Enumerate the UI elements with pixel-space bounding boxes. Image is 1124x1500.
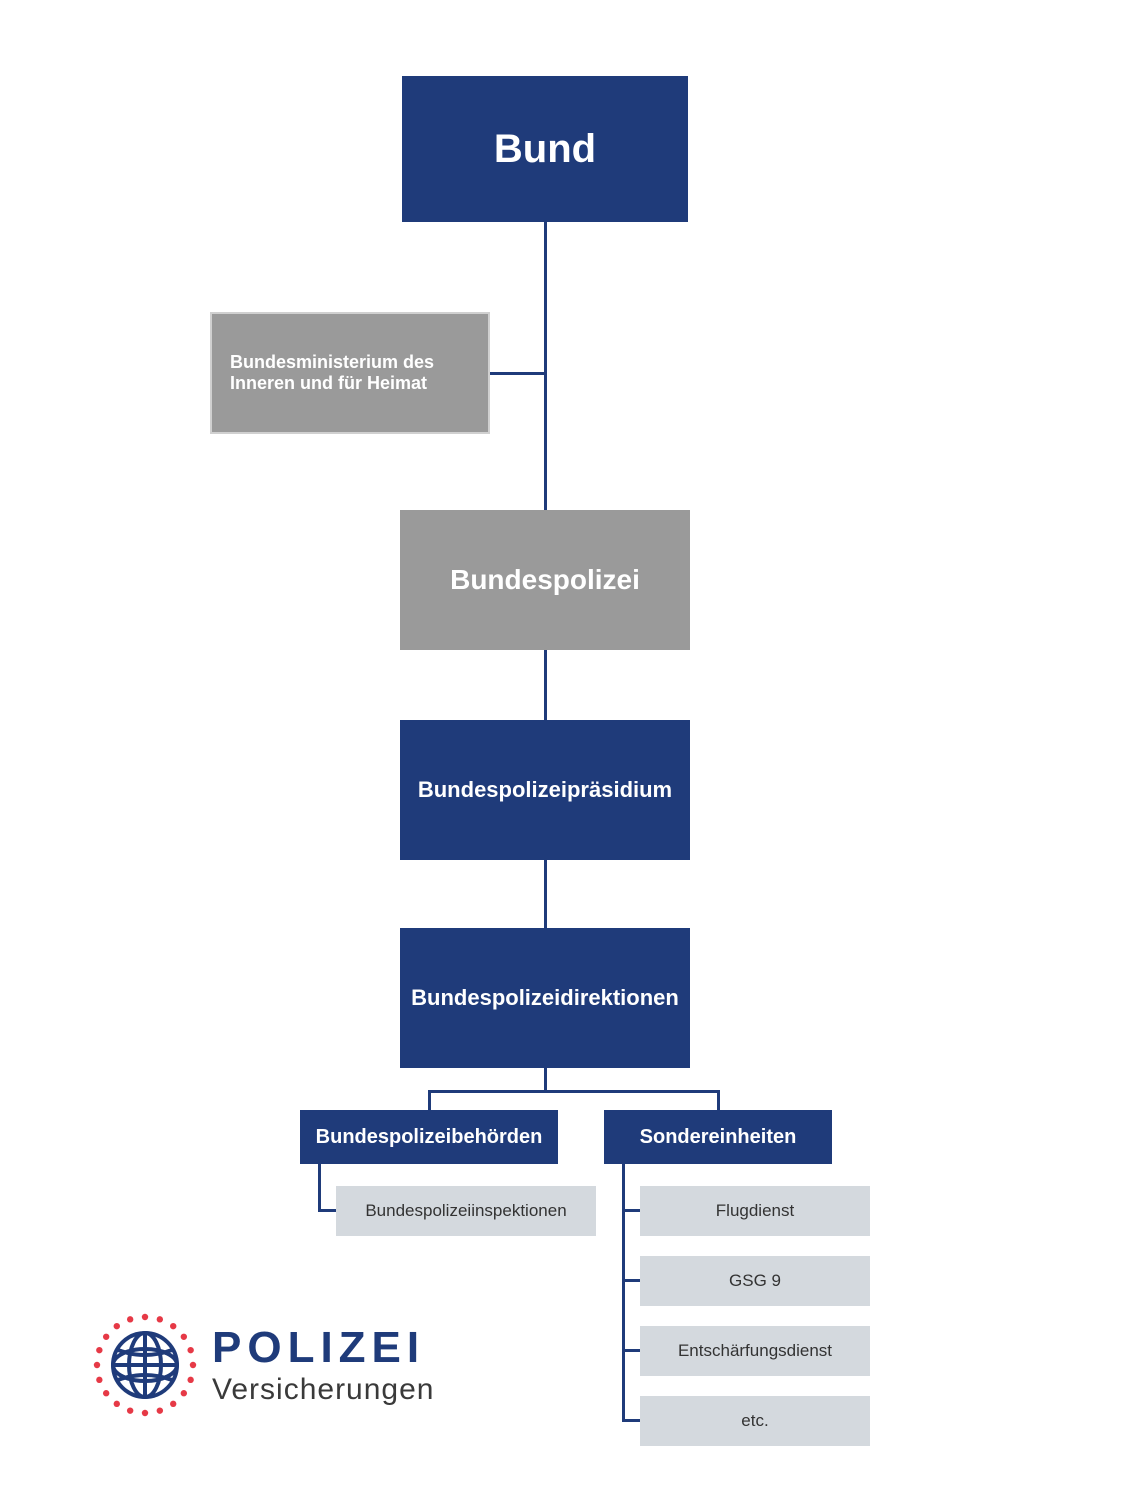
node-sondereinheiten: Sondereinheiten xyxy=(604,1110,832,1164)
globe-icon xyxy=(90,1310,200,1420)
connector-split-horizontal xyxy=(428,1090,720,1093)
node-ministerium: Bundesministerium des Inneren und für He… xyxy=(210,312,490,434)
subnode-entschaerfung: Entschärfungsdienst xyxy=(640,1326,870,1376)
subnode-flugdienst: Flugdienst xyxy=(640,1186,870,1236)
connector-sonder-sub-h4 xyxy=(622,1419,640,1422)
node-behoerden: Bundespolizeibehörden xyxy=(300,1110,558,1164)
subnode-entschaerfung-label: Entschärfungsdienst xyxy=(678,1341,832,1361)
logo-text: POLIZEI Versicherungen xyxy=(212,1323,434,1407)
node-bundespolizei: Bundespolizei xyxy=(400,510,690,650)
connector-ministerium-branch xyxy=(490,372,545,375)
connector-sonder-sub-h2 xyxy=(622,1279,640,1282)
connector-behoerden-sub-v xyxy=(318,1164,321,1211)
logo-line2: Versicherungen xyxy=(212,1373,434,1407)
connector-sonder-sub-h3 xyxy=(622,1349,640,1352)
connector-sonder-sub-v xyxy=(622,1164,625,1421)
logo: POLIZEI Versicherungen xyxy=(90,1310,434,1420)
node-sondereinheiten-label: Sondereinheiten xyxy=(640,1126,797,1149)
node-ministerium-label: Bundesministerium des Inneren und für He… xyxy=(230,352,470,394)
connector-praesidium-to-direktionen xyxy=(544,860,547,928)
subnode-gsg9-label: GSG 9 xyxy=(729,1271,781,1291)
node-bund: Bund xyxy=(402,76,688,222)
node-behoerden-label: Bundespolizeibehörden xyxy=(316,1126,543,1149)
node-praesidium-label: Bundespolizeipräsidium xyxy=(418,777,672,803)
node-praesidium: Bundespolizeipräsidium xyxy=(400,720,690,860)
logo-line1: POLIZEI xyxy=(212,1323,434,1373)
subnode-flugdienst-label: Flugdienst xyxy=(716,1201,794,1221)
connector-sonder-sub-h1 xyxy=(622,1209,640,1212)
connector-split-left-down xyxy=(428,1090,431,1110)
node-bundespolizei-label: Bundespolizei xyxy=(450,564,640,596)
node-direktionen-label: Bundespolizeidirektionen xyxy=(411,985,679,1011)
connector-behoerden-sub-h xyxy=(318,1209,336,1212)
subnode-inspektionen-label: Bundespolizeiinspektionen xyxy=(365,1201,566,1221)
node-bund-label: Bund xyxy=(494,127,596,172)
subnode-inspektionen: Bundespolizeiinspektionen xyxy=(336,1186,596,1236)
subnode-etc-label: etc. xyxy=(741,1411,768,1431)
subnode-gsg9: GSG 9 xyxy=(640,1256,870,1306)
connector-split-right-down xyxy=(717,1090,720,1110)
node-direktionen: Bundespolizeidirektionen xyxy=(400,928,690,1068)
connector-bund-to-bundespolizei xyxy=(544,222,547,510)
subnode-etc: etc. xyxy=(640,1396,870,1446)
connector-direktionen-down xyxy=(544,1068,547,1092)
connector-bundespolizei-to-praesidium xyxy=(544,650,547,720)
